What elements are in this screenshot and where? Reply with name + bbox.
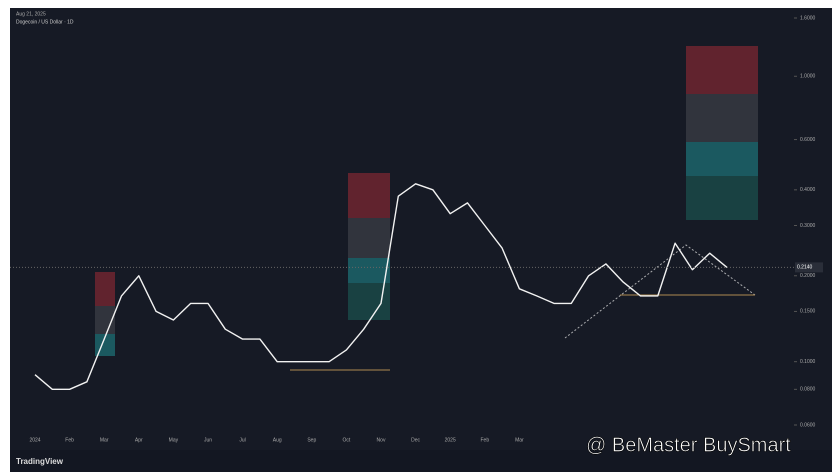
brand: TradingView [16,457,64,466]
y-tick-label: 0.0800 [800,387,816,393]
x-tick-label: Oct [343,437,351,443]
fib-zone [686,176,758,220]
y-tick-label: 0.4000 [800,187,816,193]
fib-zone [686,46,758,94]
x-tick-label: Feb [480,437,489,443]
price-line [34,183,728,390]
y-tick-label: 0.3000 [800,223,816,229]
chart-title: Dogecoin / US Dollar · 1D [16,19,74,25]
header-note: Aug 21, 2025 [16,11,46,17]
x-tick-label: Jul [239,437,245,443]
x-tick-label: May [169,437,179,443]
x-tick-label: 2025 [445,437,456,443]
x-tick-label: Mar [100,437,109,443]
fib-zone [348,173,390,218]
triangle-pattern [564,244,756,339]
fib-zone [686,94,758,142]
x-tick-label: Dec [411,437,420,443]
fib-zone [95,272,115,306]
x-tick-label: Apr [135,437,143,443]
fib-zone [95,306,115,334]
fib-zone [348,218,390,258]
y-tick-label: 0.2000 [800,273,816,279]
x-tick-label: Nov [377,437,386,443]
fib-zones [95,46,758,371]
bottom-bar [10,450,832,472]
y-tick-label: 0.6000 [800,137,816,143]
fib-zone [686,142,758,176]
price-label-box [795,262,823,273]
y-tick-label: 0.0600 [800,422,816,428]
fib-zone [348,258,390,283]
x-tick-label: Aug [273,437,282,443]
y-tick-label: 0.1000 [800,359,816,365]
x-tick-label: Mar [515,437,524,443]
watermark: @ BeMaster BuySmart [586,434,791,456]
y-tick-label: 0.1500 [800,309,816,315]
x-tick-label: 2024 [29,437,40,443]
x-tick-label: Feb [65,437,74,443]
y-tick-label: 1.0000 [800,74,816,80]
x-tick-label: Sep [307,437,316,443]
y-tick-label: 1.6000 [800,15,816,21]
x-tick-label: Jun [204,437,212,443]
price-label: 0.2140 [797,265,813,271]
